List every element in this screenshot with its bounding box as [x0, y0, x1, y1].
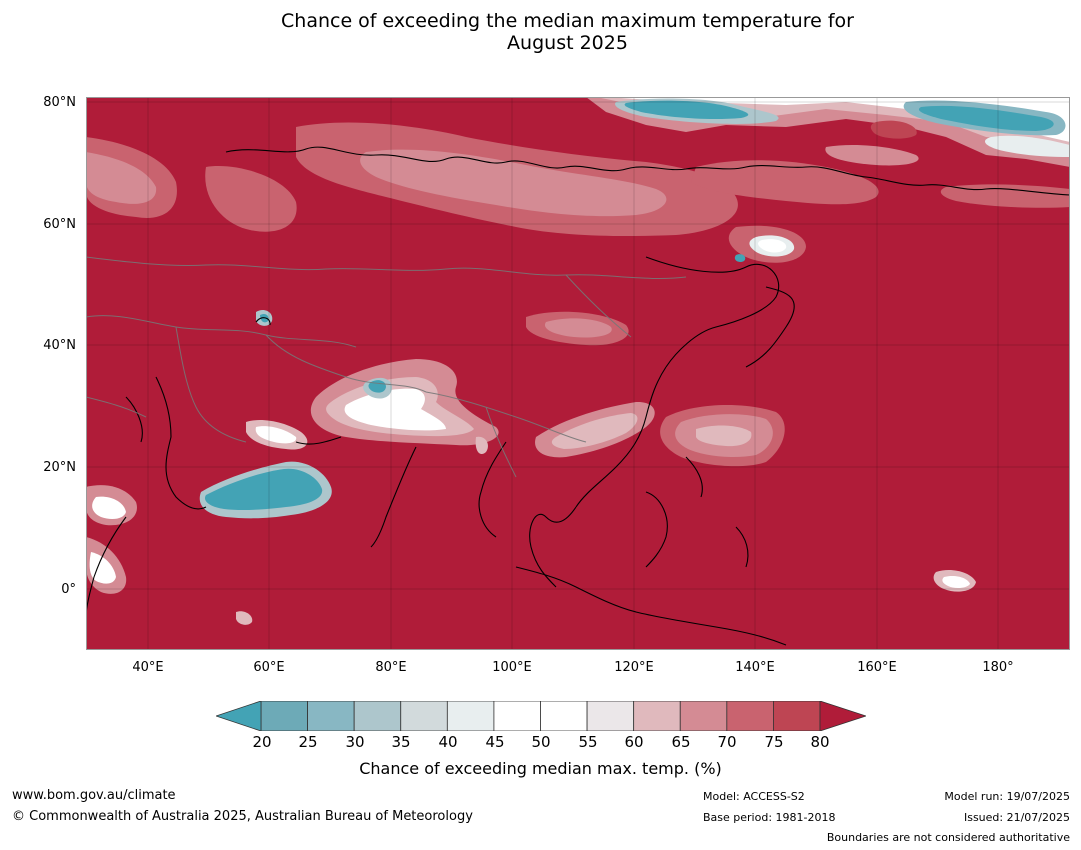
colorbar-low-extend [216, 701, 262, 731]
map-title-line1: Chance of exceeding the median maximum t… [281, 10, 854, 32]
footer-base-period: Base period: 1981-2018 [703, 811, 836, 824]
lat-label-80n: 80°N [43, 95, 76, 110]
lon-label-60e: 60°E [253, 660, 285, 675]
lat-label-20n: 20°N [43, 460, 76, 475]
colorbar-tick-25: 25 [298, 733, 318, 751]
lon-label-140e: 140°E [735, 660, 775, 675]
colorbar-tick-65: 65 [671, 733, 691, 751]
siberia-patches [86, 122, 1070, 263]
colorbar-segment-35 [400, 701, 448, 731]
arctic-patches [586, 97, 1070, 167]
colorbar-segment-20 [260, 701, 308, 731]
colorbar-tick-80: 80 [810, 733, 830, 751]
colorbar-high-extend [819, 701, 866, 731]
colorbar-segment-45 [493, 701, 541, 731]
colorbar-tick-45: 45 [485, 733, 505, 751]
colorbar-segment-30 [353, 701, 402, 731]
lat-label-0: 0° [61, 582, 76, 597]
colorbar-segment-50 [540, 701, 588, 731]
colorbar-segment-60 [633, 701, 681, 731]
colorbar-label: Chance of exceeding median max. temp. (%… [359, 759, 722, 778]
colorbar-segment-25 [307, 701, 355, 731]
lat-label-40n: 40°N [43, 338, 76, 353]
lon-label-80e: 80°E [375, 660, 407, 675]
colorbar-tick-60: 60 [624, 733, 644, 751]
lat-label-60n: 60°N [43, 217, 76, 232]
colorbar-segment-65 [679, 701, 728, 731]
footer-model-run: Model run: 19/07/2025 [944, 790, 1070, 803]
colorbar-tick-30: 30 [345, 733, 365, 751]
colorbar-tick-70: 70 [717, 733, 737, 751]
colorbar-tick-40: 40 [438, 733, 458, 751]
footer-issued: Issued: 21/07/2025 [963, 811, 1070, 824]
central-asia-patches [256, 310, 629, 346]
lon-label-100e: 100°E [492, 660, 532, 675]
colorbar-segment-40 [446, 701, 495, 731]
colorbar [216, 701, 866, 731]
map-title: Chance of exceeding the median maximum t… [0, 10, 1081, 54]
lon-label-180: 180° [982, 660, 1014, 675]
colorbar-segment-55 [586, 701, 635, 731]
probability-map [86, 97, 1070, 650]
colorbar-tick-35: 35 [391, 733, 411, 751]
lon-label-40e: 40°E [132, 660, 164, 675]
lon-label-120e: 120°E [614, 660, 654, 675]
east-asia-patches [475, 401, 976, 592]
colorbar-tick-20: 20 [252, 733, 272, 751]
lon-label-160e: 160°E [857, 660, 897, 675]
footer-model: Model: ACCESS-S2 [703, 790, 805, 803]
coastlines [86, 146, 1070, 646]
colorbar-tick-75: 75 [764, 733, 784, 751]
footer-disclaimer: Boundaries are not considered authoritat… [826, 831, 1070, 844]
arabian-sea-patches [86, 461, 332, 625]
footer-website: www.bom.gov.au/climate [12, 788, 176, 803]
colorbar-tick-55: 55 [578, 733, 598, 751]
colorbar-segment-75 [773, 701, 821, 731]
colorbar-segment-70 [726, 701, 774, 731]
colorbar-tick-50: 50 [531, 733, 551, 751]
boundaries [86, 256, 687, 478]
footer-copyright: © Commonwealth of Australia 2025, Austra… [12, 809, 473, 824]
map-title-line2: August 2025 [507, 32, 628, 54]
